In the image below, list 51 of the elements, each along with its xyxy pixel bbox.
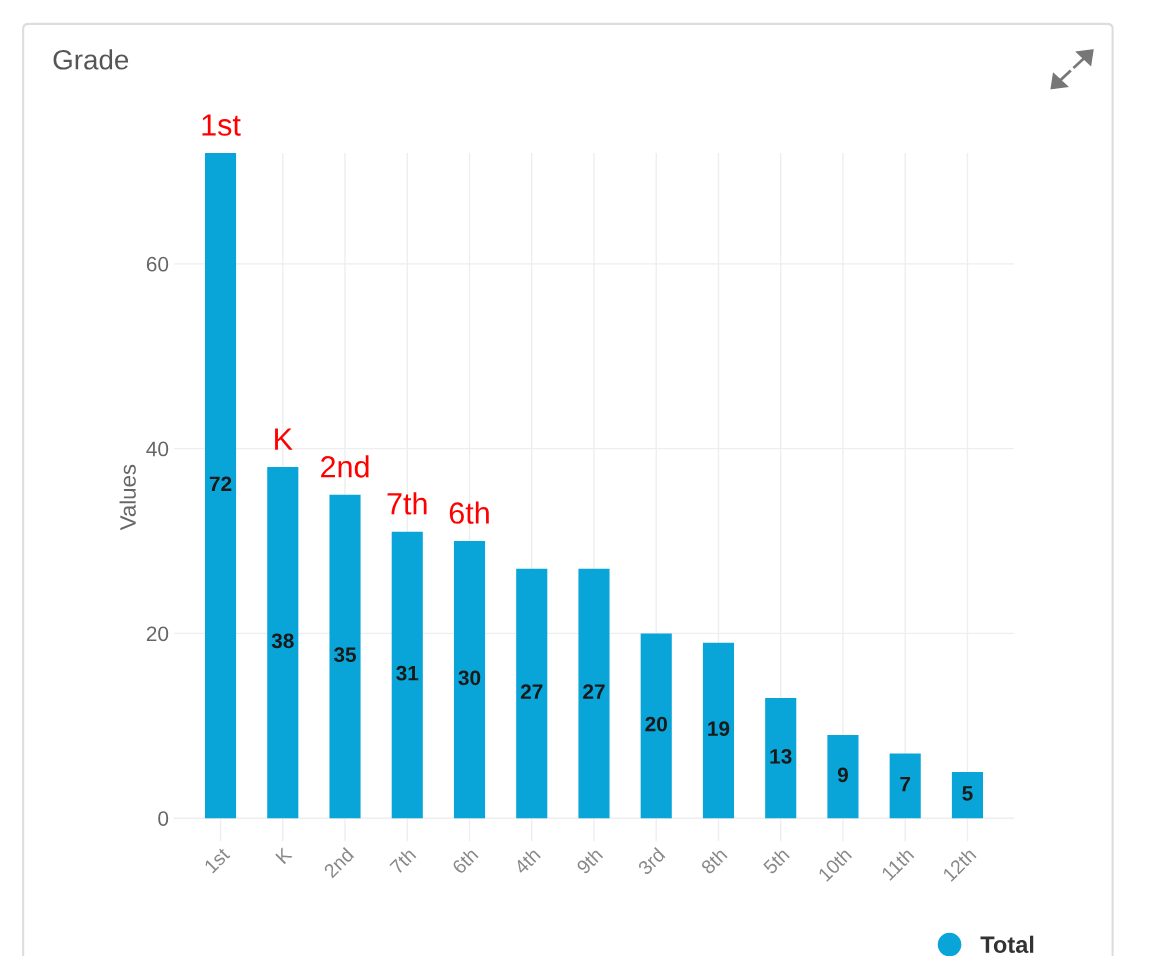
x-tick-label: 6th	[451, 847, 479, 875]
annotation: 6th	[449, 501, 489, 524]
data-label: 9	[837, 767, 848, 783]
annotation: 1st	[202, 114, 241, 136]
annotation: 2nd	[321, 455, 369, 478]
chart-title: Grade	[53, 49, 129, 70]
y-tick-label: 60	[146, 256, 169, 272]
x-tick-label: 10th	[817, 847, 853, 882]
y-tick-label: 40	[146, 441, 169, 457]
bar	[578, 568, 610, 819]
x-tick-label: 4th	[512, 847, 541, 876]
bar	[204, 152, 237, 819]
x-tick-label: 2nd	[322, 847, 355, 879]
y-tick-label: 0	[158, 811, 169, 826]
bar	[765, 698, 797, 819]
data-label: 38	[271, 633, 294, 649]
bar	[516, 568, 548, 819]
x-tick-label: 3rd	[636, 847, 666, 876]
data-label: 72	[209, 476, 232, 491]
legend-label: Total	[980, 935, 1034, 954]
data-label: 27	[583, 684, 605, 699]
x-tick-label: K	[275, 846, 293, 865]
data-label: 13	[770, 748, 792, 764]
data-label: 20	[645, 716, 667, 732]
y-tick-label: 20	[146, 626, 169, 642]
x-tick-label: 11th	[880, 847, 915, 881]
data-label: 35	[333, 647, 357, 663]
data-label: 27	[520, 684, 543, 699]
bar	[329, 494, 361, 819]
annotation: K	[275, 428, 293, 450]
x-tick-label: 5th	[762, 847, 790, 875]
bar	[453, 541, 486, 819]
x-tick-label: 7th	[388, 847, 417, 875]
bar	[640, 633, 672, 819]
bar	[889, 753, 921, 819]
bar	[391, 531, 423, 819]
annotation: 7th	[387, 492, 427, 515]
bar	[702, 642, 735, 819]
x-tick-label: 9th	[575, 847, 604, 875]
y-axis-title: Values	[119, 464, 136, 531]
bar	[951, 771, 983, 819]
data-label: 31	[396, 665, 419, 681]
data-label: 5	[962, 786, 973, 801]
data-label: 30	[458, 670, 481, 686]
bar	[267, 467, 299, 819]
data-label: 7	[900, 776, 911, 792]
x-tick-label: 1st	[203, 846, 231, 874]
x-tick-label: 12th	[941, 847, 977, 882]
bar	[827, 735, 859, 819]
data-label: 19	[708, 721, 730, 736]
x-tick-label: 8th	[699, 847, 728, 875]
